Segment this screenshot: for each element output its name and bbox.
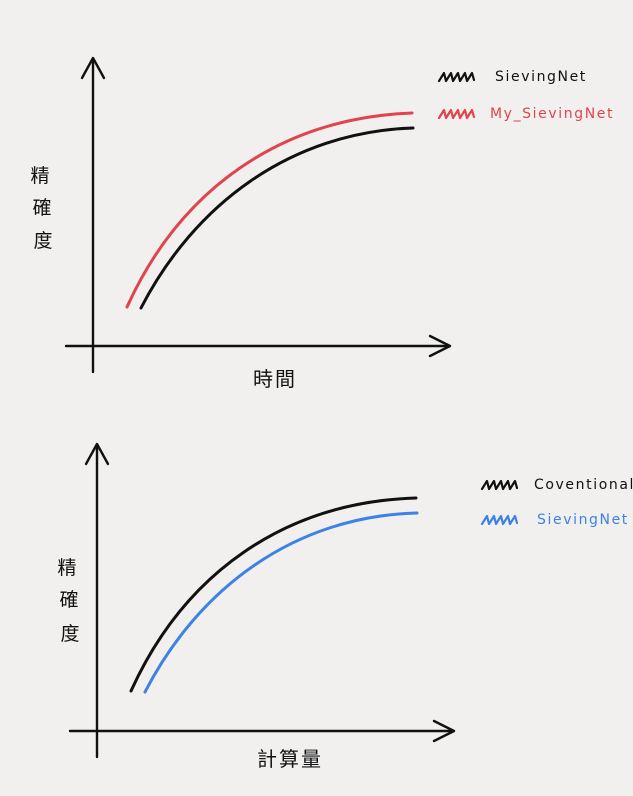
- bottom-legend-item-1: Coventional: [480, 477, 633, 493]
- bottom-legend: Coventional SievingNet: [480, 477, 633, 528]
- bottom-ylabel-char-2: 確: [59, 589, 78, 611]
- bottom-curve-coventional: [129, 496, 418, 693]
- bottom-ylabel-char-1: 精: [57, 557, 76, 579]
- top-legend: SievingNet My_SievingNet: [437, 69, 614, 122]
- top-curve-my-sievingnet: [125, 111, 414, 309]
- top-ylabel: 精 確 度: [30, 165, 52, 252]
- top-xlabel: 時間: [253, 367, 297, 391]
- bottom-legend-label-2: SievingNet: [537, 512, 629, 528]
- bottom-xlabel: 計算量: [257, 747, 323, 771]
- top-x-arrowhead: [428, 334, 452, 358]
- top-ylabel-char-2: 確: [32, 197, 51, 219]
- top-legend-swatch-1: [437, 71, 476, 83]
- bottom-curve-sievingnet: [143, 511, 419, 694]
- bottom-legend-swatch-1: [480, 479, 519, 491]
- bottom-legend-item-2: SievingNet: [480, 512, 629, 528]
- top-ylabel-char-3: 度: [33, 230, 52, 252]
- top-legend-swatch-2: [437, 108, 476, 120]
- top-legend-label-2: My_SievingNet: [490, 106, 614, 122]
- top-legend-item-1: SievingNet: [437, 69, 587, 85]
- bottom-ylabel: 精 確 度: [57, 557, 79, 645]
- bottom-axes: [68, 442, 456, 759]
- top-axes: [64, 56, 452, 374]
- top-curve-sievingnet: [139, 126, 415, 310]
- top-ylabel-char-1: 精: [30, 165, 49, 187]
- top-diagram: 精 確 度 時間 SievingNet My_SievingNet: [30, 56, 614, 391]
- bottom-legend-swatch-2: [480, 514, 519, 526]
- top-legend-item-2: My_SievingNet: [437, 106, 614, 122]
- top-y-arrowhead: [80, 56, 106, 80]
- bottom-y-arrowhead: [84, 442, 110, 466]
- bottom-legend-label-1: Coventional: [534, 477, 633, 493]
- bottom-ylabel-char-3: 度: [60, 623, 79, 645]
- bottom-x-arrowhead: [432, 719, 456, 743]
- bottom-diagram: 精 確 度 計算量 Coventional SievingNet: [57, 442, 633, 771]
- top-legend-label-1: SievingNet: [495, 69, 587, 85]
